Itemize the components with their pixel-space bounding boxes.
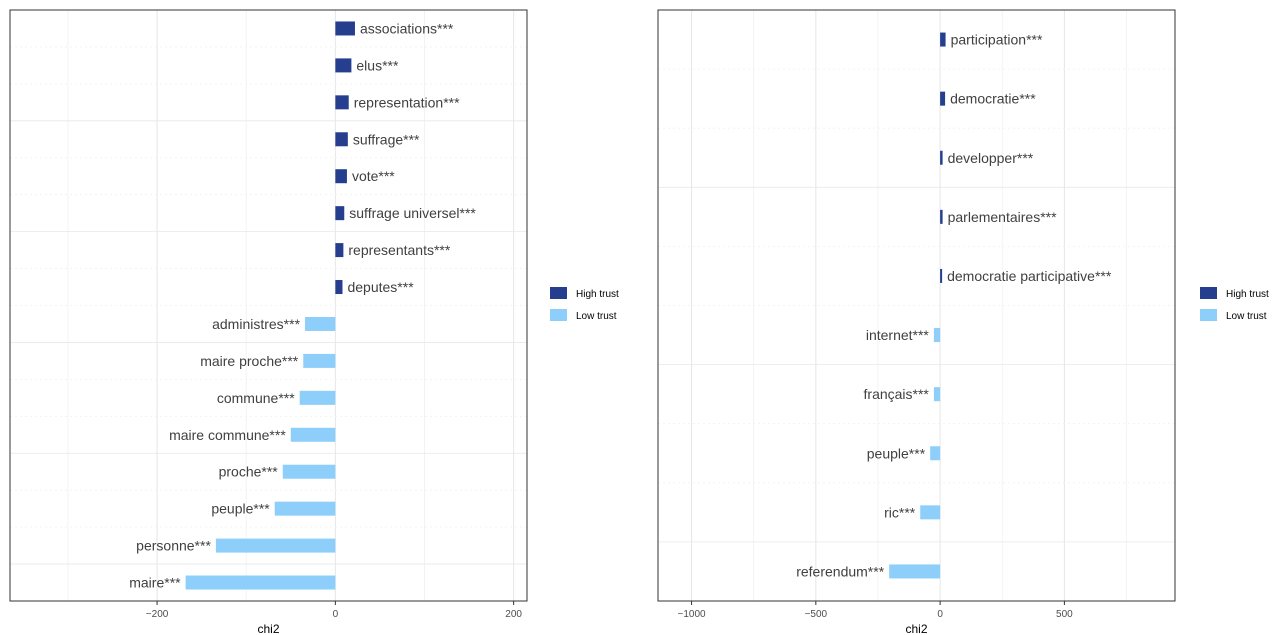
bar-label: maire commune*** [169, 427, 286, 443]
bar-label: deputes*** [347, 279, 414, 295]
bar-democratie [940, 91, 946, 106]
bar-label: representation*** [354, 94, 460, 110]
bar-personne [215, 538, 336, 553]
bar-label: français*** [864, 386, 930, 402]
bar-associations [335, 21, 355, 36]
bar-label: commune*** [217, 390, 295, 406]
bar-label: maire*** [129, 575, 181, 591]
legend: High trust Low trust [1200, 287, 1269, 322]
x-tick-label: 0 [333, 609, 339, 620]
bar-label: vote*** [352, 168, 395, 184]
bar-representation [335, 95, 349, 110]
bar-label: representants*** [348, 242, 451, 258]
bar-label: elus*** [356, 57, 399, 73]
bar-français [933, 387, 941, 402]
bar-proche [282, 464, 336, 479]
bar-referendum [889, 564, 941, 579]
legend-swatch [1200, 287, 1217, 299]
legend-label: Low trust [1226, 311, 1267, 322]
x-tick-label: −1000 [678, 609, 707, 620]
bar-ric [920, 505, 941, 520]
legend: High trust Low trust [550, 287, 619, 322]
bar-elus [335, 58, 352, 73]
bar-label: democratie*** [950, 91, 1036, 107]
panel-border [657, 9, 1176, 602]
panel-2: participation*** democratie*** developper*… [657, 9, 1269, 635]
legend-swatch [1200, 309, 1217, 321]
x-tick-label: −500 [805, 609, 828, 620]
x-tick-label: −200 [146, 609, 169, 620]
bar-label: personne*** [136, 538, 211, 554]
panel-border [9, 9, 528, 602]
bar-developper [940, 150, 943, 165]
bar-vote [335, 169, 347, 184]
x-tick-label: 200 [505, 609, 522, 620]
legend-label: High trust [1226, 289, 1269, 300]
legend-label: Low trust [576, 311, 617, 322]
bar-label: peuple*** [211, 501, 270, 517]
x-tick-label: 0 [937, 609, 943, 620]
panel-1: associations*** elus*** representation*** s… [9, 9, 619, 635]
bar-deputes [335, 280, 343, 295]
bar-label: democratie participative*** [947, 268, 1112, 284]
bar-label: associations*** [360, 20, 454, 36]
bar-label: parlementaires*** [948, 209, 1057, 225]
bar-suffrage-universel [335, 206, 345, 221]
bar-representants [335, 243, 344, 258]
bar-commune [299, 390, 336, 405]
bar-democratie-participative [940, 268, 943, 283]
x-axis-title: chi2 [905, 622, 927, 635]
bar-peuple [930, 446, 941, 461]
bar-label: suffrage universel*** [349, 205, 476, 221]
bar-label: proche*** [219, 464, 279, 480]
bar-label: administres*** [212, 316, 300, 332]
bar-internet [933, 328, 941, 343]
x-axis-title: chi2 [257, 622, 279, 635]
bar-parlementaires [940, 209, 943, 224]
legend-swatch [550, 287, 567, 299]
x-tick-label: 500 [1056, 609, 1073, 620]
bar-label: ric*** [884, 504, 916, 520]
bar-peuple [274, 501, 336, 516]
bar-label: peuple*** [867, 445, 926, 461]
bar-label: suffrage*** [353, 131, 420, 147]
bar-label: maire proche*** [200, 353, 299, 369]
bar-maire-commune [290, 427, 336, 442]
bar-administres [305, 316, 336, 331]
bar-label: developper*** [948, 150, 1034, 166]
bar-maire [185, 575, 336, 590]
bar-participation [940, 32, 946, 47]
bar-maire-proche [303, 353, 336, 368]
bar-label: referendum*** [796, 563, 884, 579]
bar-label: internet*** [866, 327, 930, 343]
bar-label: participation*** [951, 32, 1043, 48]
bar-suffrage [335, 132, 348, 147]
legend-label: High trust [576, 289, 619, 300]
legend-swatch [550, 309, 567, 321]
